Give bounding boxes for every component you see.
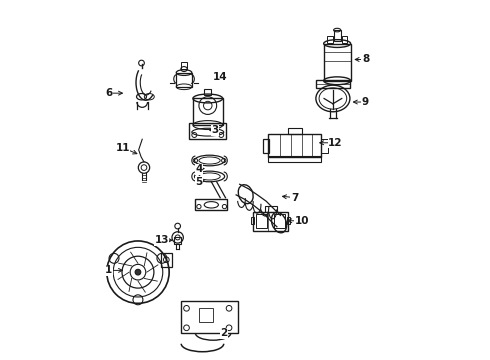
Bar bbox=[334, 30, 341, 41]
Circle shape bbox=[135, 269, 141, 275]
Bar bbox=[181, 62, 187, 69]
Text: 6: 6 bbox=[105, 88, 112, 98]
Bar bbox=[199, 308, 213, 323]
Text: 8: 8 bbox=[362, 54, 369, 64]
Bar bbox=[316, 80, 350, 88]
Bar bbox=[288, 127, 302, 134]
Text: 12: 12 bbox=[328, 138, 343, 148]
Bar bbox=[263, 139, 269, 153]
Text: 5: 5 bbox=[196, 177, 202, 187]
Bar bbox=[204, 89, 211, 95]
Text: 1: 1 bbox=[105, 265, 112, 275]
Text: 13: 13 bbox=[154, 235, 169, 245]
Bar bbox=[253, 212, 288, 231]
Text: 2: 2 bbox=[220, 328, 227, 338]
Bar bbox=[181, 301, 238, 333]
Bar bbox=[251, 217, 254, 224]
Text: 7: 7 bbox=[291, 193, 298, 203]
Text: 3: 3 bbox=[211, 125, 219, 135]
Bar bbox=[327, 36, 333, 43]
Bar bbox=[265, 206, 276, 212]
Text: 4: 4 bbox=[195, 165, 202, 174]
Bar bbox=[268, 156, 321, 162]
Text: 10: 10 bbox=[294, 216, 309, 226]
Bar bbox=[174, 237, 181, 244]
Bar bbox=[196, 199, 227, 210]
Bar bbox=[161, 253, 172, 267]
Bar bbox=[268, 134, 321, 157]
Bar bbox=[321, 139, 328, 153]
Bar bbox=[274, 215, 285, 228]
Text: 9: 9 bbox=[362, 97, 369, 107]
Bar bbox=[193, 99, 222, 125]
Bar bbox=[256, 215, 267, 228]
Bar bbox=[176, 73, 192, 87]
Bar bbox=[324, 44, 351, 81]
Bar bbox=[287, 217, 290, 224]
Bar bbox=[189, 123, 226, 139]
Text: 14: 14 bbox=[213, 72, 227, 82]
Bar bbox=[342, 36, 347, 43]
Text: 11: 11 bbox=[116, 143, 130, 153]
